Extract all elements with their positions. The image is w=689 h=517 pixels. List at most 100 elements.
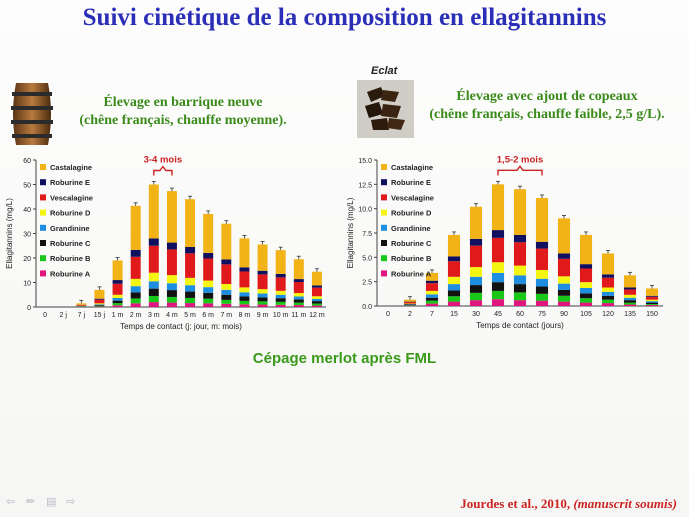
bar-segment bbox=[239, 292, 250, 297]
bar-segment bbox=[601, 291, 615, 296]
bar-segment bbox=[166, 275, 177, 284]
bar-segment bbox=[293, 279, 304, 283]
bar-segment bbox=[257, 304, 268, 307]
bar-segment bbox=[491, 272, 505, 283]
bar-segment bbox=[185, 297, 196, 304]
bar-segment bbox=[425, 283, 439, 291]
bar-segment bbox=[513, 242, 527, 266]
bar-segment bbox=[623, 304, 637, 306]
bar-segment bbox=[130, 205, 141, 250]
arrow-left-icon[interactable]: ⇦ bbox=[6, 496, 16, 508]
x-tick-label: 15 j bbox=[94, 312, 106, 319]
left-subtitle-line2: (chêne français, chauffe moyenne). bbox=[79, 113, 287, 128]
x-tick-label: 60 bbox=[516, 311, 524, 318]
bar-segment bbox=[623, 294, 637, 298]
bar-segment bbox=[185, 303, 196, 307]
x-tick-label: 7 j bbox=[78, 312, 86, 319]
bar-segment bbox=[148, 184, 159, 239]
bar-segment bbox=[257, 289, 268, 294]
bar-segment bbox=[645, 296, 659, 300]
right-subtitle: Élevage avec ajout de copeaux (chêne fra… bbox=[412, 88, 682, 124]
bar-segment bbox=[275, 298, 286, 302]
bar-segment bbox=[148, 295, 159, 303]
bar-segment bbox=[513, 284, 527, 293]
bar-segment bbox=[257, 293, 268, 298]
bar-segment bbox=[491, 237, 505, 263]
legend-swatch bbox=[381, 164, 387, 170]
bar-segment bbox=[275, 301, 286, 305]
bar-segment bbox=[623, 300, 637, 303]
bar-segment bbox=[469, 238, 483, 246]
x-tick-label: 11 m bbox=[291, 312, 306, 319]
bar-segment bbox=[645, 305, 659, 306]
bar-segment bbox=[447, 276, 461, 285]
bar-segment bbox=[148, 272, 159, 282]
bar-segment bbox=[535, 293, 549, 301]
x-tick-label: 2 j bbox=[59, 312, 67, 319]
bar-segment bbox=[645, 301, 659, 303]
chart-copeaux: 0.0 2.5 5.0 7.5 10.0 12.5 15.0 Ellagitannins (m… bbox=[346, 154, 663, 330]
bar-segment bbox=[221, 303, 232, 307]
pen-icon[interactable]: ✏ bbox=[26, 496, 36, 508]
citation-authors: Jourdes et al., 2010, bbox=[460, 496, 574, 511]
bar-segment bbox=[491, 282, 505, 291]
citation-note: (manuscrit soumis) bbox=[573, 496, 677, 511]
legend-label: Grandinine bbox=[391, 224, 431, 233]
y-axis-label: Ellagitannins (mg/L) bbox=[5, 198, 14, 269]
menu-icon[interactable]: ▤ bbox=[46, 496, 57, 508]
footer-note: Cépage merlot après FML bbox=[252, 350, 437, 367]
bar-segment bbox=[257, 274, 268, 290]
bar-segment bbox=[513, 275, 527, 285]
bar-segment bbox=[76, 303, 87, 305]
bar-segment bbox=[112, 294, 123, 298]
bar-segment bbox=[601, 277, 615, 288]
bar-segment bbox=[221, 264, 232, 284]
bar-segment bbox=[601, 303, 615, 306]
bar-segment bbox=[203, 287, 214, 293]
arrow-right-icon[interactable]: ⇨ bbox=[66, 496, 76, 508]
slide-navigation: ⇦ ✏ ▤ ⇨ bbox=[6, 497, 80, 508]
bar-segment bbox=[601, 295, 615, 300]
bar-segment bbox=[513, 265, 527, 276]
bar-segment bbox=[166, 249, 177, 276]
legend-label: Castalagine bbox=[50, 163, 92, 172]
bar-segment bbox=[76, 305, 87, 306]
legend-label: Roburine D bbox=[391, 209, 432, 218]
bar-segment bbox=[535, 286, 549, 294]
legend-swatch bbox=[381, 270, 387, 277]
bar-segment bbox=[491, 230, 505, 238]
x-tick-label: 0 bbox=[386, 311, 390, 318]
bar-segment bbox=[535, 248, 549, 270]
x-axis-label: Temps de contact (j: jour, m: mois) bbox=[120, 322, 242, 331]
bar-segment bbox=[221, 223, 232, 260]
bar-segment bbox=[94, 305, 105, 307]
bar-segment bbox=[579, 268, 593, 283]
bar-segment bbox=[293, 302, 304, 306]
legend-swatch bbox=[381, 179, 387, 186]
bar-segment bbox=[293, 299, 304, 303]
left-subtitle-line1: Élevage en barrique neuve bbox=[103, 95, 263, 110]
bar-segment bbox=[148, 281, 159, 289]
x-tick-label: 9 m bbox=[257, 312, 269, 319]
bar-segment bbox=[491, 299, 505, 306]
bar-segment bbox=[257, 301, 268, 305]
bar-segment bbox=[425, 300, 439, 304]
bar-segment bbox=[579, 282, 593, 288]
annotation-bracket bbox=[153, 165, 173, 176]
bar-segment bbox=[239, 300, 250, 305]
bar-segment bbox=[447, 261, 461, 277]
annotation-label: 1,5-2 mois bbox=[497, 154, 543, 165]
y-tick-label: 20 bbox=[23, 256, 31, 263]
bar-segment bbox=[425, 280, 439, 284]
bar-segment bbox=[257, 270, 268, 275]
x-tick-label: 4 m bbox=[166, 312, 178, 319]
bar-segment bbox=[557, 283, 571, 290]
legend-label: Roburine A bbox=[50, 269, 91, 278]
bar-segment bbox=[311, 303, 322, 306]
legend-swatch bbox=[381, 194, 387, 201]
bar-segment bbox=[185, 199, 196, 247]
bar-segment bbox=[275, 304, 286, 307]
bar-segment bbox=[403, 299, 417, 302]
legend-swatch bbox=[40, 224, 46, 231]
y-tick-label: 10.0 bbox=[358, 207, 372, 214]
